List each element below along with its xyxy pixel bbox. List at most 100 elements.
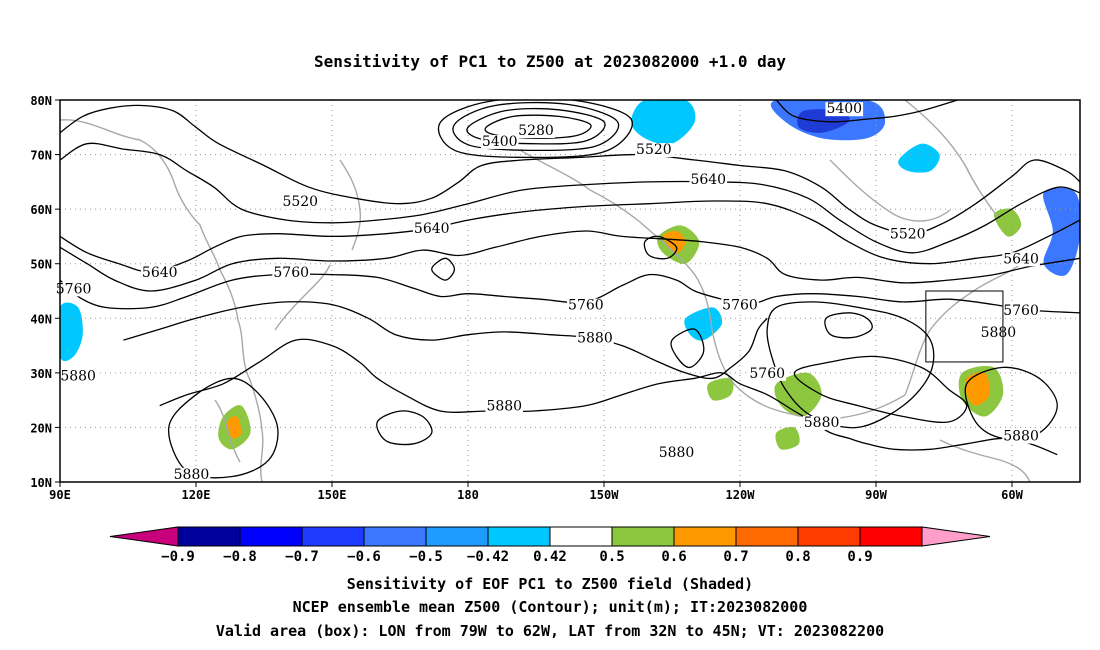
- contour-label-background: [1002, 304, 1040, 319]
- colorbar-tick-label: 0.9: [847, 549, 872, 565]
- contour-label: 5760: [56, 281, 92, 297]
- contour-label: 5640: [1003, 251, 1039, 267]
- colorbar-tick-label: 0.5: [599, 549, 624, 565]
- z500-contour-line: [964, 366, 1058, 440]
- coastline-kamchatka: [339, 159, 362, 251]
- colorbar-segment: [735, 526, 799, 547]
- z500-contour-layer: [60, 100, 1080, 479]
- coastline-south-america: [939, 439, 1031, 482]
- longitude-tick-label: 120E: [182, 488, 211, 502]
- colorbar-tick-label: −0.8: [223, 549, 257, 565]
- contour-label-background: [635, 143, 673, 158]
- longitude-tick-label: 90W: [865, 488, 887, 502]
- contour-label: 5880: [60, 369, 96, 385]
- contour-label-background: [272, 265, 311, 280]
- colorbar-tick-label: −0.6: [347, 549, 381, 565]
- colorbar-tick-label: 0.7: [723, 549, 748, 565]
- z500-contour-line: [670, 328, 705, 369]
- coastline-hudson: [829, 159, 951, 222]
- contour-label-background: [59, 369, 97, 384]
- sensitivity-patch: [227, 416, 242, 439]
- map-grid: [60, 100, 1080, 482]
- contour-label-background: [979, 325, 1018, 340]
- contour-label-background: [54, 282, 93, 297]
- z500-contour-line: [123, 301, 768, 380]
- contour-label-background: [485, 399, 524, 414]
- colorbar-segment: [301, 526, 365, 547]
- coastline-asia: [60, 119, 264, 482]
- longitude-tick-label: 60W: [1001, 488, 1023, 502]
- colorbar-min-triangle: [109, 526, 179, 547]
- contour-label: 5880: [577, 330, 613, 346]
- latitude-tick-label: 60N: [30, 203, 52, 217]
- coastline-philippines: [214, 399, 241, 463]
- coastline-greenland: [904, 100, 1001, 221]
- contour-label: 5640: [142, 265, 178, 281]
- colorbar-segment: [673, 526, 737, 547]
- colorbar-segment: [611, 526, 675, 547]
- colorbar-tick-label: 0.6: [661, 549, 686, 565]
- z500-contour-line: [159, 338, 1058, 456]
- contour-label: 5760: [722, 298, 758, 314]
- coastline-north-america-west: [639, 221, 771, 409]
- map-plot-area: 5400528054005520552055205640564056405640…: [54, 99, 1081, 483]
- contour-label: 5880: [804, 415, 840, 431]
- contour-label-background: [748, 366, 787, 381]
- contour-label-background: [721, 298, 759, 313]
- colorbar-tick-label: −0.5: [409, 549, 443, 565]
- contour-label: 5520: [890, 227, 926, 243]
- latitude-tick-label: 20N: [30, 421, 52, 435]
- contour-label: 5520: [282, 194, 318, 210]
- contour-label: 5880: [981, 325, 1017, 341]
- contour-label: 5640: [690, 172, 726, 188]
- longitude-tick-label: 180: [457, 488, 479, 502]
- colorbar-segment: [177, 526, 241, 547]
- colorbar-segment: [797, 526, 861, 547]
- contour-label: 5520: [636, 142, 672, 158]
- map-frame: [59, 99, 1081, 483]
- contour-label: 5280: [518, 123, 554, 139]
- z500-contour-line: [775, 100, 958, 123]
- figure-title: Sensitivity of PC1 to Z500 at 2023082000…: [314, 52, 786, 71]
- valid-area-box: [925, 290, 1004, 363]
- z500-contour-line: [60, 230, 1080, 292]
- latitude-tick-label: 10N: [30, 476, 52, 490]
- colorbar-segment: [549, 526, 613, 547]
- sensitivity-patch: [964, 372, 990, 406]
- z500-contour-line: [452, 101, 620, 152]
- longitude-tick-label: 150W: [590, 488, 620, 502]
- longitude-tick-labels: 90E 120E 150E 180 150W 120W 90W 60W: [49, 482, 1024, 502]
- sensitivity-patch: [898, 143, 940, 173]
- z500-contour-line: [60, 200, 1080, 273]
- contour-label: 5760: [1003, 303, 1039, 319]
- sensitivity-patch: [631, 100, 696, 145]
- contour-label-background: [140, 265, 179, 280]
- contour-label-background: [1002, 252, 1040, 267]
- z500-contour-line: [431, 257, 456, 281]
- colorbar-segment: [487, 526, 551, 547]
- contour-label-background: [172, 467, 211, 482]
- contour-label-background: [281, 194, 320, 209]
- colorbar-segment: [425, 526, 489, 547]
- coastline-north-america-east: [904, 264, 1021, 396]
- contour-label: 5760: [568, 298, 604, 314]
- contour-label: 5760: [273, 265, 309, 281]
- contour-label: 5760: [749, 366, 785, 382]
- longitude-tick-label: 150E: [318, 488, 347, 502]
- contour-label-layer: 5400528054005520552055205640564056405640…: [54, 101, 1040, 483]
- colorbar-tick-label: −0.9: [161, 549, 195, 565]
- latitude-tick-label: 50N: [30, 258, 52, 272]
- latitude-tick-labels: 80N 70N 60N 50N 40N 30N 20N 10N: [30, 94, 60, 490]
- contour-label-background: [888, 227, 927, 242]
- contour-label-background: [567, 298, 605, 313]
- z500-contour-line: [824, 312, 873, 339]
- coastline-japan: [274, 264, 331, 331]
- contour-label: 5880: [486, 399, 522, 415]
- coastline-layer: [60, 100, 1031, 482]
- colorbar-segment: [859, 526, 923, 547]
- colorbar-segment: [239, 526, 303, 547]
- z500-contour-line: [60, 142, 1080, 254]
- colorbar-max-triangle: [921, 526, 991, 547]
- caption-line-3: Valid area (box): LON from 79W to 62W, L…: [216, 622, 884, 640]
